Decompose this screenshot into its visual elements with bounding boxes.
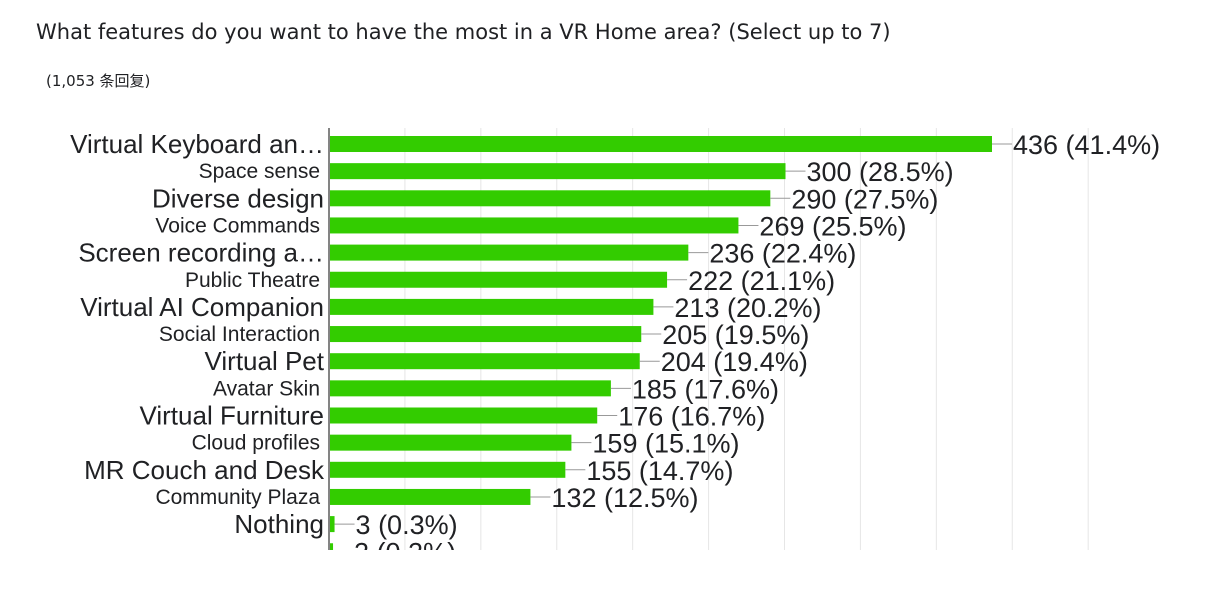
value-label: 185 (17.6%) xyxy=(632,374,779,404)
bar-chart: Virtual Keyboard an… 436 (41.4%) Space sen… xyxy=(70,128,1160,550)
value-label: 205 (19.5%) xyxy=(662,320,809,350)
bar xyxy=(330,407,598,424)
category-label: Virtual Furniture xyxy=(140,401,325,431)
question-title: What features do you want to have the mo… xyxy=(36,20,891,44)
category-label: Cloud profiles xyxy=(192,432,320,455)
bar xyxy=(330,244,689,261)
value-label: 155 (14.7%) xyxy=(586,456,733,486)
bar xyxy=(330,217,739,234)
bar xyxy=(330,380,611,397)
bar-chart-container: Virtual Keyboard an… 436 (41.4%) Space sen… xyxy=(0,120,1208,550)
category-label: Virtual Pet xyxy=(205,346,325,376)
value-label: 300 (28.5%) xyxy=(807,157,954,187)
bar xyxy=(330,190,771,207)
bar xyxy=(330,543,334,550)
value-label: 204 (19.4%) xyxy=(661,347,808,377)
bar xyxy=(330,271,668,288)
bar xyxy=(330,298,654,315)
bar xyxy=(330,163,786,180)
bar xyxy=(330,488,531,505)
category-label: Avatar Skin xyxy=(213,377,320,400)
value-label: 159 (15.1%) xyxy=(592,429,739,459)
bar xyxy=(330,136,992,152)
category-label: Virtual Keyboard an… xyxy=(70,129,324,159)
value-label: 3 (0.3%) xyxy=(356,510,458,540)
category-label: Public Theatre xyxy=(185,269,320,292)
value-label: 2 (0.2%) xyxy=(354,537,456,550)
value-label: 290 (27.5%) xyxy=(791,184,938,214)
category-label: Nothing xyxy=(234,509,324,539)
value-label: 132 (12.5%) xyxy=(551,483,698,513)
value-label: 436 (41.4%) xyxy=(1013,130,1160,160)
value-label: 269 (25.5%) xyxy=(759,211,906,241)
value-label: 176 (16.7%) xyxy=(618,402,765,432)
bar xyxy=(330,461,566,478)
category-label: MR Couch and Desk xyxy=(84,455,325,485)
bar xyxy=(330,434,572,451)
bar xyxy=(330,326,642,343)
bar xyxy=(330,516,335,533)
category-label: Virtual AI Companion xyxy=(80,292,324,322)
category-label: Screen recording a… xyxy=(78,238,324,268)
category-label: Space sense xyxy=(199,160,320,183)
category-label: Social Interaction xyxy=(159,323,320,346)
category-label: Community Plaza xyxy=(155,486,320,509)
value-label: 222 (21.1%) xyxy=(688,266,835,296)
response-count: (1,053 条回复) xyxy=(46,72,151,90)
value-label: 213 (20.2%) xyxy=(674,293,821,323)
category-label: Voice Commands xyxy=(155,214,320,237)
bar xyxy=(330,353,640,370)
category-label: Diverse design xyxy=(152,183,324,213)
value-label: 236 (22.4%) xyxy=(709,239,856,269)
